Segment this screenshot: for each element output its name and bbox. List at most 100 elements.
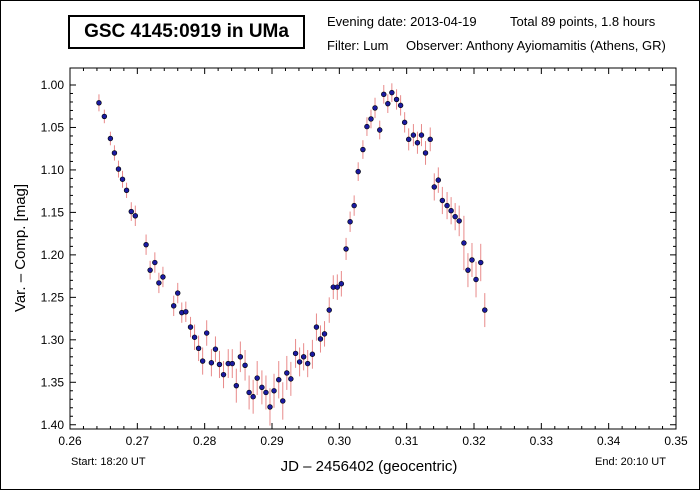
data-point: [101, 113, 108, 120]
data-point: [237, 354, 244, 360]
x-tick-label: 0.31: [395, 434, 419, 448]
data-point: [334, 284, 341, 290]
error-bars: [98, 83, 486, 426]
y-tick-label: 1.20: [41, 248, 65, 262]
data-point: [250, 394, 256, 400]
data-point: [195, 345, 202, 352]
data-point: [296, 359, 303, 365]
data-point: [147, 267, 153, 273]
data-point: [364, 123, 370, 130]
data-point: [389, 89, 395, 96]
x-axis: 0.26 0.27 0.28 0.29 0.30 0.31 0.32 0.33 0.34 0.35: [58, 68, 688, 448]
data-point: [482, 307, 488, 313]
data-point: [170, 303, 177, 309]
data-point: [473, 276, 479, 283]
data-point: [300, 354, 307, 360]
data-point: [304, 360, 311, 367]
x-tick-label: 0.32: [462, 434, 486, 448]
data-point: [326, 307, 332, 313]
data-point: [276, 377, 282, 383]
y-tick-label: 1.35: [41, 375, 65, 389]
data-point: [448, 208, 454, 214]
data-point: [343, 246, 349, 252]
data-point: [216, 361, 223, 368]
data-point: [410, 132, 417, 138]
data-point: [461, 240, 467, 246]
y-axis: 1.00 1.05 1.10 1.15 1.20 1.25 1.30 1.35 1.40: [41, 78, 676, 432]
data-point: [435, 177, 442, 183]
data-point: [317, 336, 324, 342]
data-point: [123, 187, 130, 194]
data-point: [360, 146, 366, 153]
data-point: [280, 398, 286, 404]
data-point: [321, 331, 328, 337]
data-point: [338, 281, 345, 287]
data-point: [111, 150, 118, 156]
data-point: [156, 280, 162, 286]
x-axis-label: JD – 2456402 (geocentric): [281, 458, 458, 475]
data-point: [132, 213, 139, 219]
data-point: [175, 290, 181, 296]
data-point: [347, 219, 353, 225]
data-point: [351, 202, 357, 209]
x-tick-label: 0.30: [328, 434, 352, 448]
y-axis-label: Var. – Comp. [mag]: [12, 184, 29, 312]
observer-info: Observer: Anthony Ayiomamitis (Athens, G…: [406, 38, 666, 53]
data-point: [191, 334, 198, 340]
data-point: [393, 96, 400, 103]
x-tick-label: 0.29: [260, 434, 284, 448]
data-point: [242, 362, 248, 368]
data-point: [292, 350, 299, 357]
data-point: [313, 324, 320, 330]
x-tick-label: 0.27: [126, 434, 150, 448]
total-points: Total 89 points, 1.8 hours: [510, 14, 656, 29]
data-point: [259, 384, 265, 391]
y-tick-label: 1.05: [41, 120, 65, 134]
filter-info: Filter: Lum: [327, 38, 389, 53]
start-time: Start: 18:20 UT: [71, 456, 146, 468]
x-tick-label: 0.28: [193, 434, 217, 448]
data-point: [478, 259, 484, 266]
data-point: [422, 150, 429, 156]
data-point: [254, 375, 260, 381]
data-point: [263, 389, 269, 396]
data-point: [119, 176, 126, 182]
data-point: [160, 274, 166, 280]
data-point: [372, 105, 378, 111]
data-point: [183, 309, 189, 315]
x-tick-label: 0.34: [597, 434, 621, 448]
y-tick-label: 1.40: [41, 418, 65, 432]
data-point: [465, 267, 471, 273]
data-point: [271, 388, 277, 394]
data-point: [143, 241, 149, 248]
data-point: [444, 202, 450, 209]
title-box: GSC 4145:0919 in UMa: [68, 15, 305, 49]
data-point: [267, 404, 273, 410]
data-point: [199, 358, 206, 364]
data-point: [469, 257, 475, 263]
x-tick-label: 0.35: [664, 434, 688, 448]
data-point: [187, 324, 194, 330]
data-point: [377, 127, 383, 133]
data-point: [401, 119, 408, 126]
data-point: [439, 197, 446, 204]
data-point: [456, 218, 462, 224]
data-point: [115, 166, 122, 172]
data-point: [368, 116, 374, 122]
data-point: [220, 371, 227, 378]
data-point: [212, 346, 219, 352]
plot-area: [69, 67, 677, 430]
x-tick-label: 0.33: [530, 434, 554, 448]
data-point: [418, 132, 425, 138]
data-point: [203, 330, 210, 336]
y-tick-label: 1.10: [41, 163, 65, 177]
y-tick-label: 1.30: [41, 333, 65, 347]
data-point: [208, 360, 215, 366]
data-point: [246, 389, 252, 396]
y-tick-label: 1.15: [41, 205, 65, 219]
data-points: [96, 89, 488, 410]
data-point: [107, 135, 114, 142]
